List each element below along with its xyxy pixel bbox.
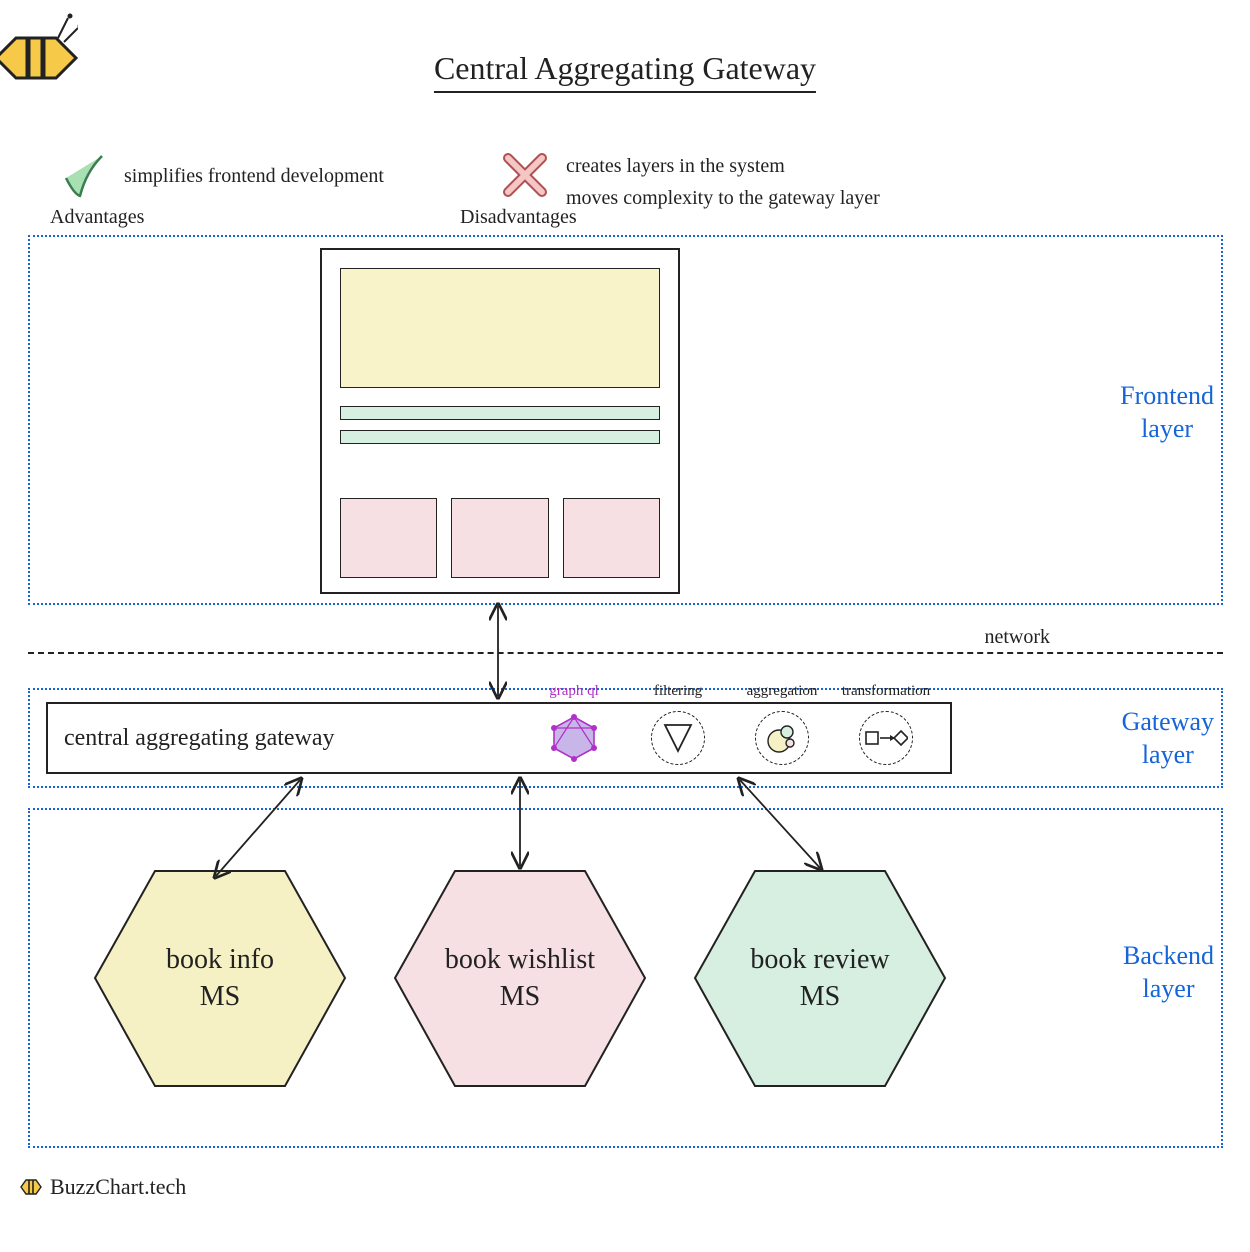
- check-icon: [60, 150, 108, 202]
- capability-filtering: filtering: [630, 711, 726, 765]
- advantage-item: simplifies frontend development: [124, 165, 384, 188]
- capability-label: filtering: [654, 683, 702, 700]
- frontend-layer-label: Frontendlayer: [1120, 380, 1214, 445]
- capability-aggregation: aggregation: [734, 711, 830, 765]
- gateway-label: central aggregating gateway: [64, 725, 335, 752]
- gateway-layer-label: Gatewaylayer: [1122, 706, 1214, 771]
- browser-card: [563, 498, 660, 578]
- service-label: book infoMS: [142, 942, 298, 1015]
- service-label: book wishlistMS: [421, 942, 619, 1015]
- graphql-icon: [547, 711, 601, 765]
- disadvantages-block: creates layers in the system moves compl…: [500, 150, 880, 214]
- browser-hero-block: [340, 268, 660, 388]
- capability-label: aggregation: [747, 683, 818, 700]
- aggregate-icon: [763, 719, 801, 757]
- capability-transformation: transformation: [838, 711, 934, 765]
- backend-layer-label: Backendlayer: [1123, 940, 1214, 1005]
- browser-line: [340, 430, 660, 444]
- advantages-label: Advantages: [50, 206, 144, 229]
- browser-card: [451, 498, 548, 578]
- disadvantages-label: Disadvantages: [460, 206, 577, 229]
- service-book-review: book reviewMS: [690, 866, 950, 1091]
- browser-line: [340, 406, 660, 420]
- page-title: Central Aggregating Gateway: [434, 50, 816, 93]
- service-book-info: book infoMS: [90, 866, 350, 1091]
- cross-icon: [500, 150, 550, 200]
- gateway-bar: central aggregating gateway graph ql fil…: [46, 702, 952, 774]
- disadvantage-item: creates layers in the system: [566, 150, 880, 182]
- disadvantage-item: moves complexity to the gateway layer: [566, 182, 880, 214]
- advantages-block: simplifies frontend development Advantag…: [60, 150, 384, 202]
- service-book-wishlist: book wishlistMS: [390, 866, 650, 1091]
- capability-label: graph ql: [549, 683, 599, 700]
- capability-label: transformation: [842, 683, 930, 700]
- browser-mockup: [320, 248, 680, 594]
- footer-bee-icon: [18, 1174, 44, 1200]
- footer: BuzzChart.tech: [18, 1174, 186, 1200]
- capability-graphql: graph ql: [526, 711, 622, 765]
- footer-text: BuzzChart.tech: [50, 1174, 186, 1200]
- filter-icon: [661, 721, 695, 755]
- network-divider: [28, 652, 1223, 654]
- logo-bee-icon: [0, 8, 78, 108]
- disadvantage-items: creates layers in the system moves compl…: [566, 150, 880, 214]
- service-label: book reviewMS: [726, 942, 913, 1015]
- network-label: network: [984, 626, 1050, 649]
- browser-card: [340, 498, 437, 578]
- transform-icon: [864, 723, 908, 753]
